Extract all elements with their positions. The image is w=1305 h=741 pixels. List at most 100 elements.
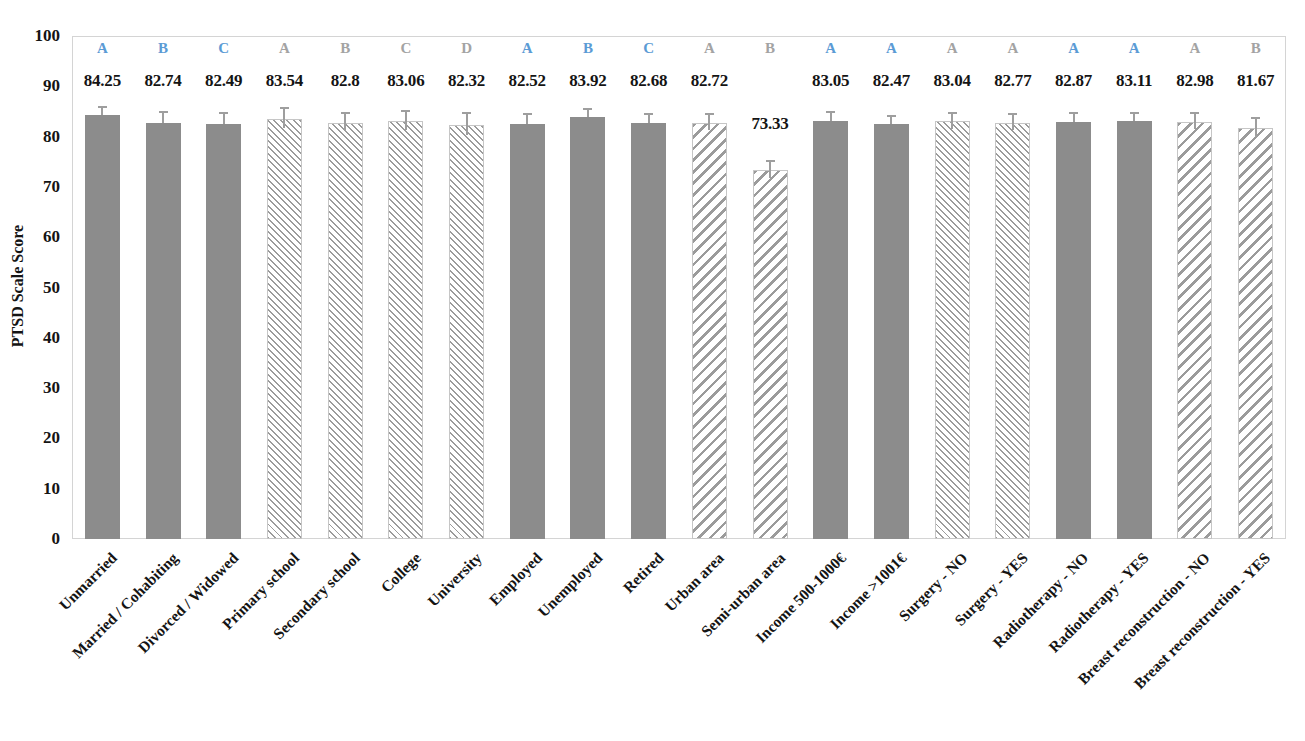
- bar-hatch-fine: [267, 119, 302, 539]
- category-label: Divorced / Widowed: [135, 549, 242, 656]
- value-label: 81.67: [1223, 71, 1289, 90]
- significance-letter: A: [264, 39, 304, 57]
- bar-solid: [570, 117, 605, 539]
- error-bar-line: [769, 161, 771, 179]
- error-bar-line: [648, 114, 650, 123]
- error-bar-cap: [462, 112, 471, 114]
- bar-solid: [146, 123, 181, 539]
- significance-letter: A: [993, 39, 1033, 57]
- error-bar-cap: [705, 113, 714, 115]
- bar-hatch-wide: [692, 123, 727, 539]
- error-bar-line: [890, 116, 892, 125]
- significance-letter: C: [386, 39, 426, 57]
- y-tick-label: 30: [8, 378, 60, 398]
- value-label: 82.87: [1041, 71, 1107, 90]
- significance-letter: A: [507, 39, 547, 57]
- error-bar-line: [1194, 113, 1196, 129]
- y-tick-label: 80: [8, 127, 60, 147]
- error-bar-cap: [887, 115, 896, 117]
- significance-letter: A: [1175, 39, 1215, 57]
- value-label: 82.68: [616, 71, 682, 90]
- significance-letter: B: [143, 39, 183, 57]
- value-label: 83.04: [919, 71, 985, 90]
- plot-area: [72, 36, 1286, 539]
- y-tick-label: 0: [8, 529, 60, 549]
- value-label: 73.33: [737, 114, 803, 133]
- error-bar-line: [405, 111, 407, 130]
- value-label: 83.11: [1101, 71, 1167, 90]
- significance-letter: A: [82, 39, 122, 57]
- value-label: 84.25: [69, 71, 135, 90]
- category-label: College: [377, 549, 424, 596]
- bar-solid: [1117, 121, 1152, 539]
- error-bar-line: [526, 114, 528, 124]
- error-bar-line: [1073, 113, 1075, 122]
- error-bar-line: [830, 112, 832, 121]
- error-bar-cap: [341, 112, 350, 114]
- significance-letter: A: [811, 39, 851, 57]
- error-bar-cap: [766, 160, 775, 162]
- bar-hatch-wide: [1177, 122, 1212, 539]
- category-label: Unemployed: [535, 549, 606, 620]
- error-bar-line: [587, 109, 589, 117]
- bar-hatch-fine: [328, 123, 363, 539]
- y-tick-label: 70: [8, 177, 60, 197]
- bar-hatch-wide: [1238, 128, 1273, 539]
- value-label: 82.8: [312, 71, 378, 90]
- value-label: 82.47: [858, 71, 924, 90]
- error-bar-line: [1255, 118, 1257, 137]
- bar-hatch-fine: [935, 121, 970, 539]
- significance-letter: A: [1054, 39, 1094, 57]
- ptsd-bar-chart-figure: PTSD Scale Score 0102030405060708090100A…: [0, 0, 1305, 741]
- error-bar-line: [101, 107, 103, 115]
- y-tick-label: 90: [8, 76, 60, 96]
- y-tick-label: 100: [8, 26, 60, 46]
- error-bar-line: [1133, 113, 1135, 121]
- bar-solid: [206, 124, 241, 539]
- significance-letter: B: [568, 39, 608, 57]
- bar-solid: [813, 121, 848, 539]
- category-label: Retired: [620, 549, 667, 596]
- value-label: 83.92: [555, 71, 621, 90]
- value-label: 82.74: [130, 71, 196, 90]
- error-bar-line: [708, 114, 710, 130]
- category-label: Married / Cohabiting: [69, 549, 181, 661]
- category-label: Unmarried: [56, 549, 120, 613]
- y-tick-label: 60: [8, 227, 60, 247]
- category-label: University: [424, 549, 485, 610]
- y-tick-label: 10: [8, 479, 60, 499]
- error-bar-line: [223, 113, 225, 124]
- error-bar-cap: [1251, 117, 1260, 119]
- value-label: 82.32: [434, 71, 500, 90]
- error-bar-cap: [1069, 112, 1078, 114]
- value-label: 82.98: [1162, 71, 1228, 90]
- significance-letter: B: [325, 39, 365, 57]
- significance-letter: C: [204, 39, 244, 57]
- error-bar-cap: [401, 110, 410, 112]
- value-label: 82.72: [676, 71, 742, 90]
- error-bar-line: [283, 108, 285, 128]
- significance-letter: B: [750, 39, 790, 57]
- value-label: 83.05: [798, 71, 864, 90]
- error-bar-cap: [523, 113, 532, 115]
- value-label: 82.52: [494, 71, 560, 90]
- bar-hatch-fine: [995, 123, 1030, 539]
- error-bar-cap: [219, 112, 228, 114]
- y-tick-label: 20: [8, 428, 60, 448]
- error-bar-cap: [159, 111, 168, 113]
- error-bar-cap: [1190, 112, 1199, 114]
- significance-letter: A: [871, 39, 911, 57]
- bar-solid: [510, 124, 545, 539]
- value-label: 83.06: [373, 71, 439, 90]
- error-bar-line: [162, 112, 164, 123]
- y-tick-label: 50: [8, 278, 60, 298]
- value-label: 82.77: [980, 71, 1046, 90]
- error-bar-line: [344, 113, 346, 130]
- category-label: Urban area: [662, 549, 728, 615]
- error-bar-line: [951, 113, 953, 129]
- error-bar-cap: [826, 111, 835, 113]
- bar-solid: [874, 124, 909, 539]
- error-bar-cap: [583, 108, 592, 110]
- significance-letter: D: [447, 39, 487, 57]
- bar-hatch-fine: [449, 125, 484, 539]
